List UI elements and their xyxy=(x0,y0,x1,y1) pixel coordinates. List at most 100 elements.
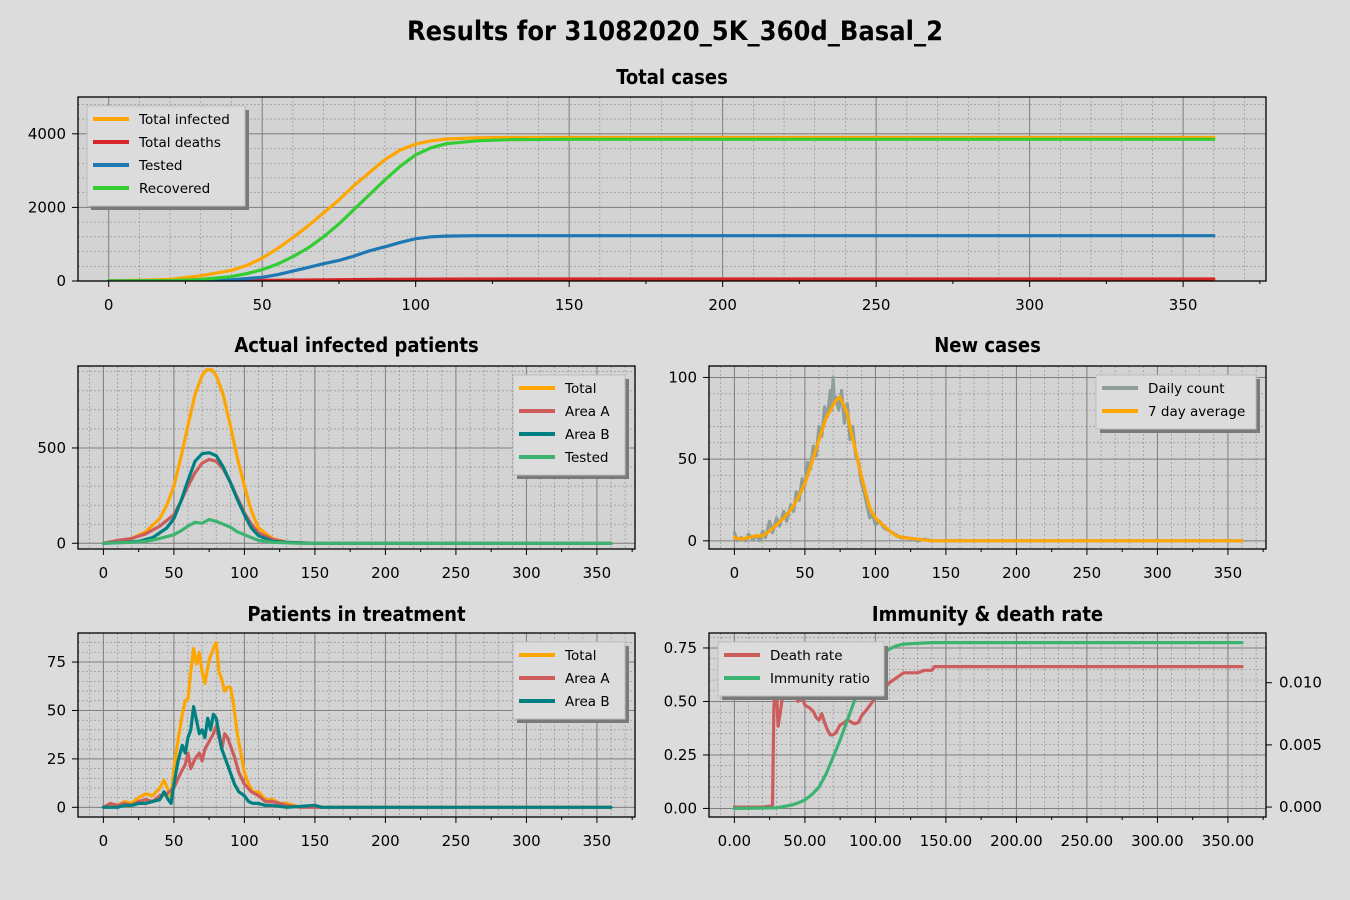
series-line-total-infected xyxy=(107,135,1216,281)
axes-frame xyxy=(708,365,1267,550)
series-group xyxy=(101,368,613,545)
x-tick-label: 0 xyxy=(730,564,740,582)
legend-label: Total infected xyxy=(138,112,230,128)
legend-box xyxy=(717,641,885,697)
y-tick-label: 500 xyxy=(37,439,66,457)
y-tick-label: 0 xyxy=(687,532,697,550)
chart-title: Total cases xyxy=(616,65,728,89)
x-tick-label: 50 xyxy=(164,564,183,582)
x-tick-label: 250 xyxy=(1073,564,1102,582)
legend-label: Area A xyxy=(565,671,610,687)
series-line-immunity-ratio xyxy=(732,641,1244,810)
chart-title: New cases xyxy=(934,333,1041,357)
y-right-tick-label: 0.000 xyxy=(1279,798,1322,816)
x-tick-label: 300 xyxy=(512,564,541,582)
x-tick-label: 50.00 xyxy=(783,832,826,850)
legend-label: Death rate xyxy=(770,648,843,664)
series-line-area-a xyxy=(101,724,613,809)
legend-label: 7 day average xyxy=(1148,404,1245,420)
chart-treatment: 0 50 100 150 200 250 300 350 0 25 50 75 Patients in … xyxy=(47,602,636,850)
axes-background xyxy=(78,97,1266,281)
x-tick-label: 350 xyxy=(1214,564,1243,582)
series-line-7-day-average xyxy=(732,395,1244,543)
series-group xyxy=(732,375,1244,543)
y-tick-label: 50 xyxy=(47,701,66,719)
series-line-total xyxy=(101,368,613,545)
y-tick-label: 0 xyxy=(56,272,66,290)
x-tick-label: 150 xyxy=(555,296,584,314)
x-tick-label: 350 xyxy=(1169,296,1198,314)
series-line-death-rate xyxy=(732,665,1244,809)
chart-actual: 0 50 100 150 200 250 300 350 0 500 Actual infected… xyxy=(37,333,636,582)
series-group xyxy=(101,641,613,809)
legend: Daily count 7 day average xyxy=(1095,374,1260,433)
legend-label: Area B xyxy=(565,427,610,443)
x-tick-label: 350.00 xyxy=(1202,832,1255,850)
y-tick-label: 100 xyxy=(668,368,697,386)
legend-label: Total deaths xyxy=(138,135,221,151)
chart-immunity: 0.00 50.00 100.00 150.00 200.00 250.00 300.00 3… xyxy=(664,602,1322,850)
y-tick-label: 0 xyxy=(56,798,66,816)
x-tick-label: 250 xyxy=(442,832,471,850)
chart-title: Patients in treatment xyxy=(247,602,466,626)
legend-box xyxy=(1095,374,1257,430)
legend-label: Tested xyxy=(138,158,182,174)
x-tick-label: 200 xyxy=(708,296,737,314)
legend-label: Tested xyxy=(564,450,608,466)
x-tick-label: 150 xyxy=(301,832,330,850)
y-tick-label: 0 xyxy=(56,534,66,552)
x-tick-label: 100.00 xyxy=(849,832,902,850)
series-line-total xyxy=(101,641,613,809)
x-tick-label: 100 xyxy=(401,296,430,314)
x-tick-label: 250 xyxy=(862,296,891,314)
y-right-tick-label: 0.010 xyxy=(1279,674,1322,692)
x-tick-label: 50 xyxy=(253,296,272,314)
y-tick-label: 0.25 xyxy=(664,746,697,764)
axes-frame xyxy=(77,96,1267,282)
y-tick-label: 2000 xyxy=(28,198,66,216)
x-tick-label: 200 xyxy=(371,832,400,850)
series-line-tested xyxy=(101,517,613,545)
y-tick-label: 0.75 xyxy=(664,639,697,657)
x-tick-label: 0 xyxy=(99,832,109,850)
axes-frame xyxy=(77,632,636,818)
series-line-area-b xyxy=(101,451,613,545)
x-tick-label: 0 xyxy=(104,296,114,314)
x-tick-label: 50 xyxy=(164,832,183,850)
axes-frame xyxy=(77,365,636,550)
series-line-area-b xyxy=(101,705,613,809)
x-tick-label: 300 xyxy=(1143,564,1172,582)
figure-title: Results for 31082020_5K_360d_Basal_2 xyxy=(407,16,943,47)
legend-label: Total xyxy=(564,648,597,664)
y-tick-label: 0.00 xyxy=(664,799,697,817)
legend-label: Total xyxy=(564,381,597,397)
chart-new: 0 50 100 150 200 250 300 350 0 50 100 New cases Dail… xyxy=(668,333,1267,582)
y-tick-label: 0.50 xyxy=(664,692,697,710)
series-line-recovered xyxy=(107,137,1216,281)
x-tick-label: 300 xyxy=(512,832,541,850)
x-tick-label: 0 xyxy=(99,564,109,582)
legend-label: Area A xyxy=(565,404,610,420)
legend-label: Daily count xyxy=(1148,381,1225,397)
chart-total: 0 50 100 150 200 250 300 350 0 2000 4000 Total case… xyxy=(28,65,1267,314)
x-tick-label: 350 xyxy=(583,832,612,850)
x-tick-label: 200.00 xyxy=(990,832,1043,850)
x-tick-label: 0.00 xyxy=(718,832,751,850)
x-tick-label: 200 xyxy=(1002,564,1031,582)
legend-label: Immunity ratio xyxy=(770,671,870,687)
legend: Total Area A Area B xyxy=(512,641,629,723)
grid-lines xyxy=(709,633,1266,817)
x-tick-label: 300.00 xyxy=(1131,832,1184,850)
legend-label: Area B xyxy=(565,694,610,710)
legend: Total infected Total deaths Tested Recovere… xyxy=(86,105,249,210)
legend-label: Recovered xyxy=(139,181,210,197)
x-tick-label: 300 xyxy=(1015,296,1044,314)
x-tick-label: 150 xyxy=(932,564,961,582)
y-tick-label: 50 xyxy=(678,450,697,468)
chart-title: Actual infected patients xyxy=(234,333,478,357)
x-tick-label: 100 xyxy=(230,832,259,850)
y-tick-label: 25 xyxy=(47,750,66,768)
x-tick-label: 350 xyxy=(583,564,612,582)
x-tick-label: 100 xyxy=(230,564,259,582)
